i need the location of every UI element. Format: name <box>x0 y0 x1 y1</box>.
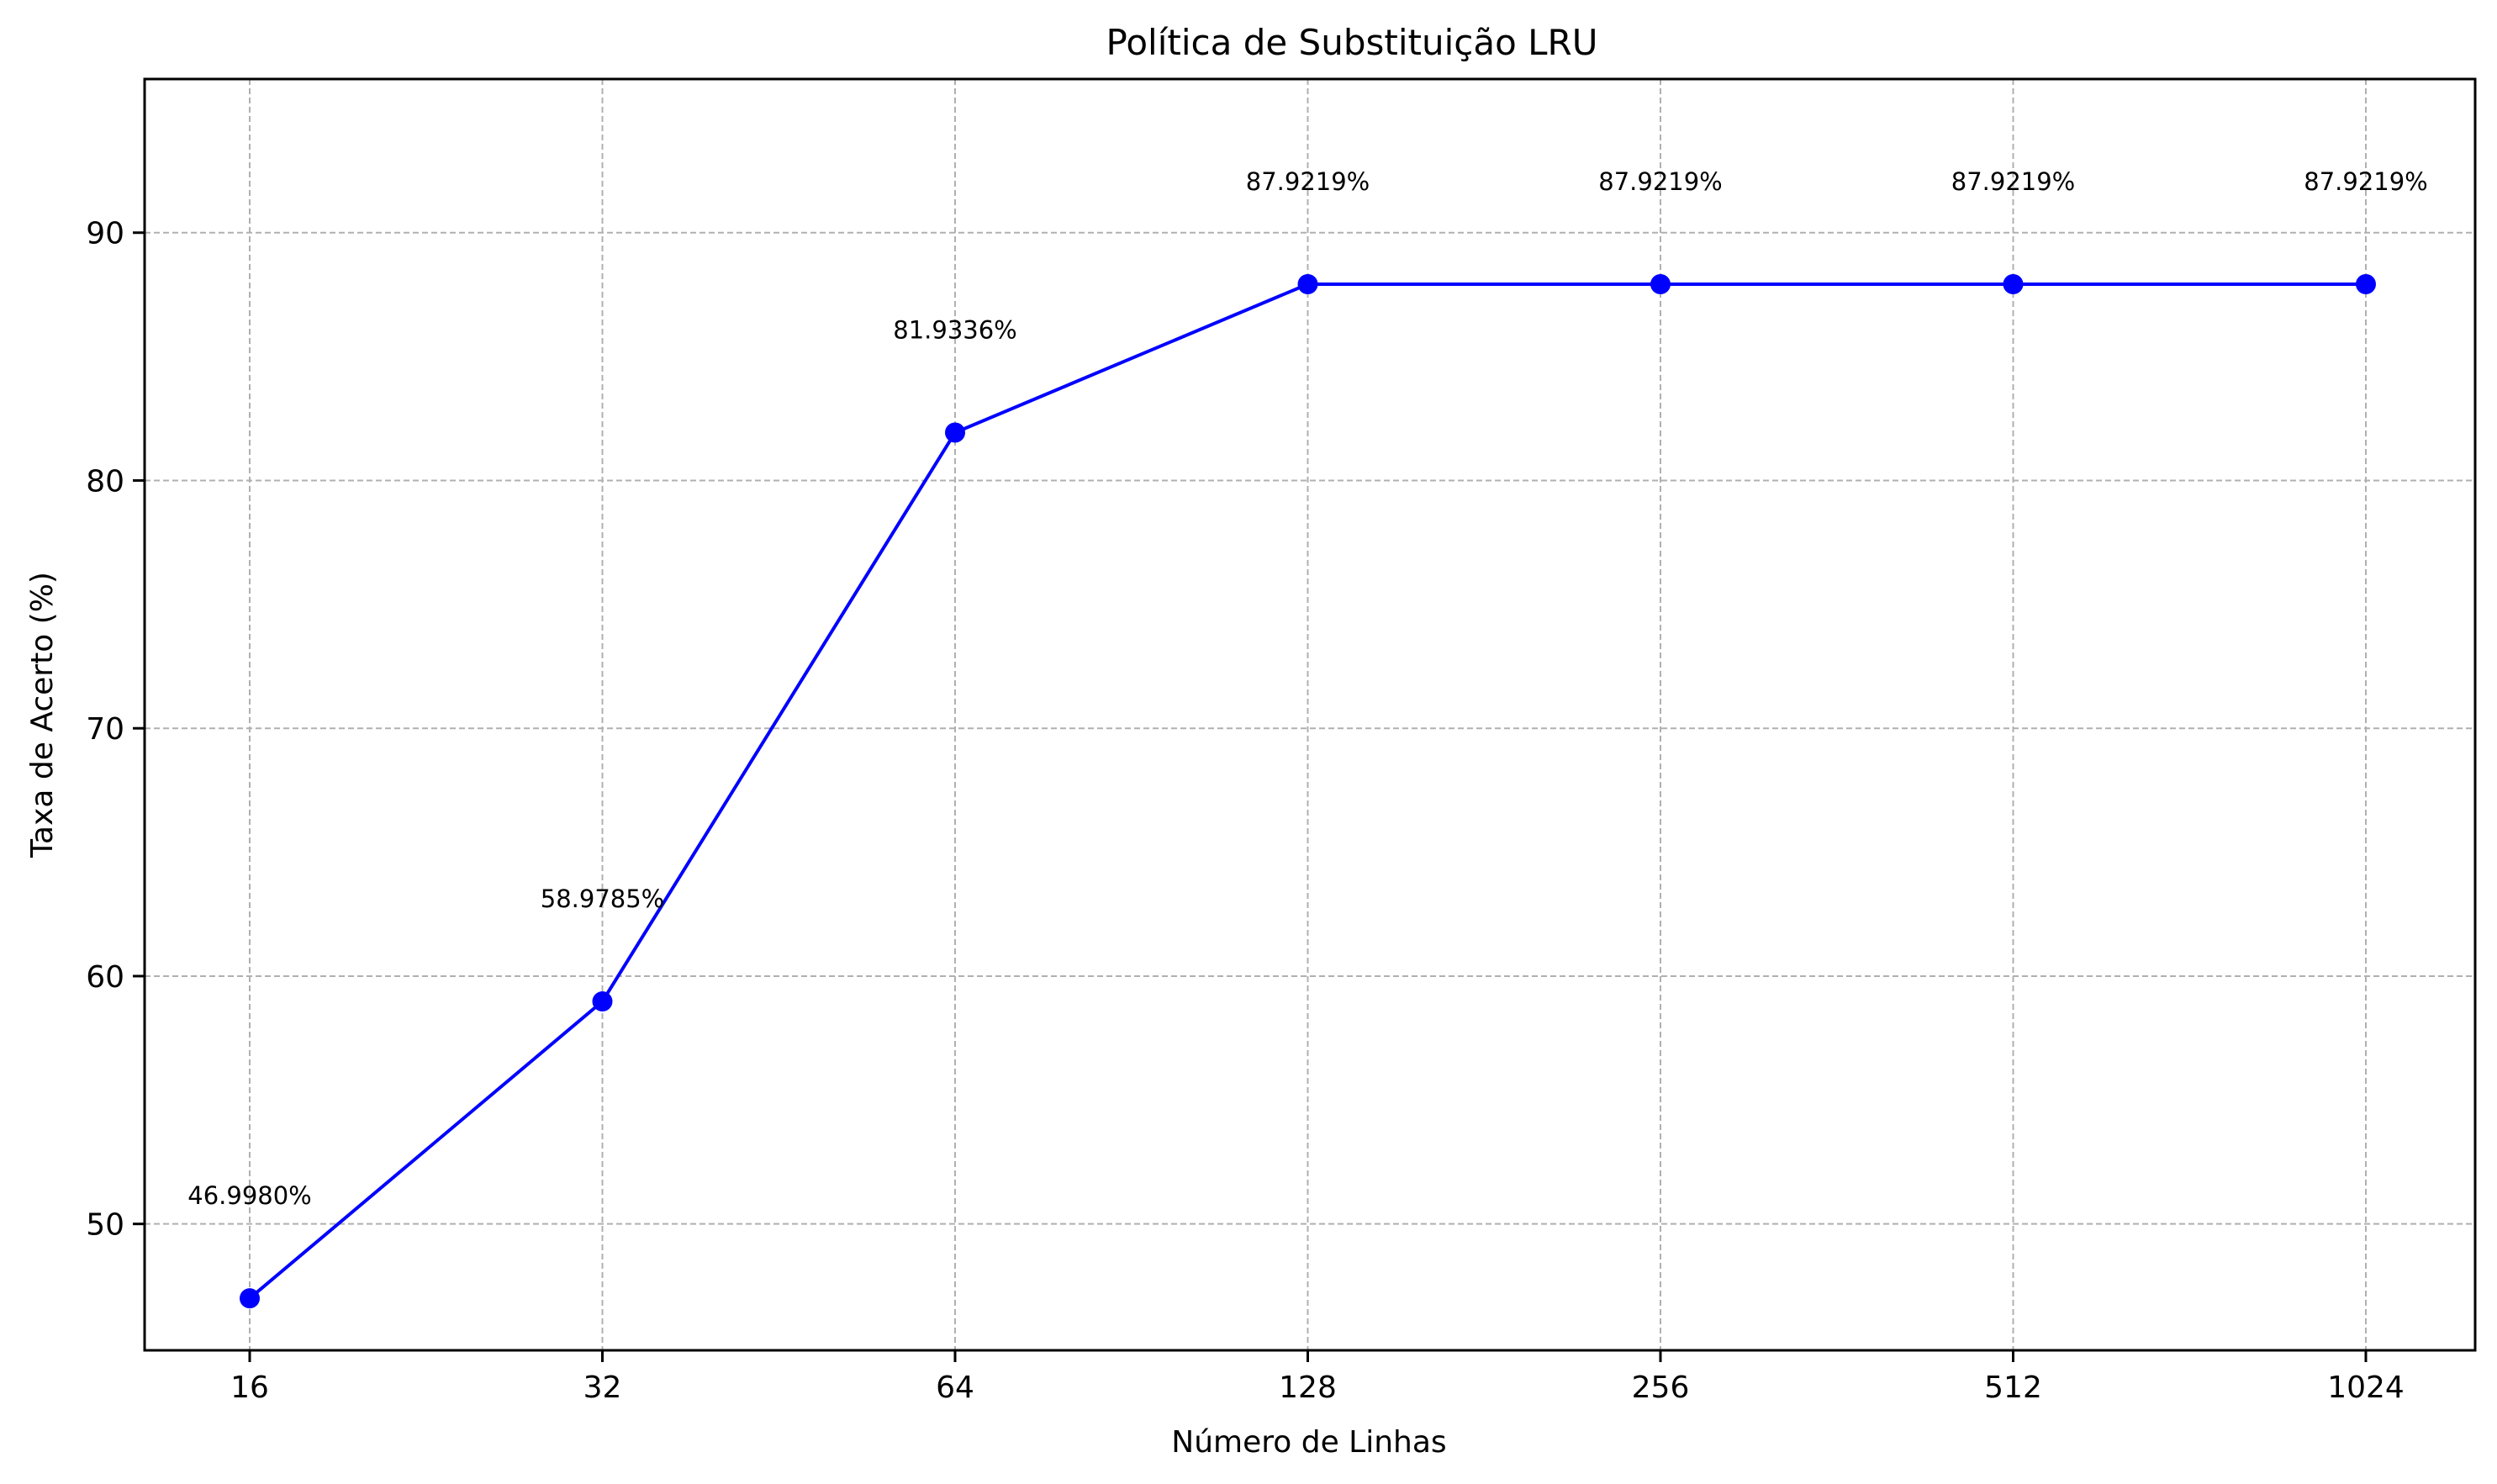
data-label: 81.9336% <box>893 315 1016 344</box>
data-series: 46.9980% 58.9785% 81.9336% 87.9219% 87.9219%… <box>187 167 2428 1309</box>
axis-ticks: 16 32 64 128 256 512 1024 50 60 70 80 90 <box>86 217 2405 1405</box>
y-tick-label: 90 <box>86 217 124 251</box>
y-axis-label: Taxa de Acerto (%) <box>25 572 60 858</box>
x-tick-label: 16 <box>230 1370 269 1405</box>
grid-lines <box>145 79 2475 1350</box>
y-tick-label: 80 <box>86 464 124 499</box>
data-label: 58.9785% <box>541 885 664 913</box>
data-label: 46.9980% <box>187 1181 311 1210</box>
data-label: 87.9219% <box>1246 167 1370 196</box>
data-label: 87.9219% <box>1598 167 1722 196</box>
data-label: 87.9219% <box>1951 167 2075 196</box>
chart-title: Política de Substituição LRU <box>1106 22 1598 63</box>
y-tick-label: 50 <box>86 1208 124 1243</box>
data-point <box>2356 273 2376 294</box>
x-tick-label: 1024 <box>2327 1370 2405 1405</box>
y-tick-label: 70 <box>86 712 124 747</box>
plot-frame <box>143 77 2477 1352</box>
y-tick-label: 60 <box>86 960 124 995</box>
x-tick-label: 128 <box>1279 1370 1337 1405</box>
data-point <box>1650 273 1671 294</box>
x-tick-label: 32 <box>583 1370 622 1405</box>
data-point <box>592 991 613 1012</box>
data-point <box>2003 273 2024 294</box>
x-tick-label: 512 <box>1984 1370 2042 1405</box>
data-point <box>945 422 965 443</box>
data-label: 87.9219% <box>2304 167 2427 196</box>
x-axis-label: Número de Linhas <box>1171 1425 1446 1460</box>
data-point <box>240 1288 260 1309</box>
x-tick-label: 256 <box>1632 1370 1690 1405</box>
data-point <box>1297 273 1318 294</box>
x-tick-label: 64 <box>936 1370 974 1405</box>
